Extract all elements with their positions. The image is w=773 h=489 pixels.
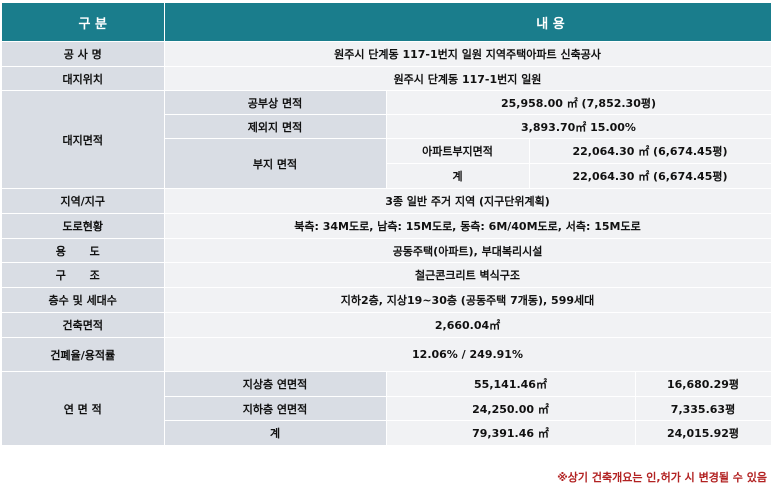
table-row: 구 조 철근콘크리트 벽식구조 xyxy=(2,262,772,288)
apt-land-label: 아파트부지면적 xyxy=(386,138,530,164)
use-label: 용 도 xyxy=(2,238,165,263)
zone-label: 지역/지구 xyxy=(2,188,165,214)
project-name-label: 공 사 명 xyxy=(2,41,165,67)
zone-value: 3종 일반 주거 지역 (지구단위계획) xyxy=(164,188,772,214)
building-area-value: 2,660.04㎡ xyxy=(164,312,772,338)
land-total-value: 22,064.30 ㎡ (6,674.45평) xyxy=(529,163,772,189)
below-ground-pyeong: 7,335.63평 xyxy=(635,396,772,421)
ratio-value: 12.06% / 249.91% xyxy=(164,337,772,372)
table-row: 연 면 적 지상층 연면적 55,141.46㎡ 16,680.29평 xyxy=(2,371,772,446)
table-row: 부지 면적 아파트부지면적 22,064.30 ㎡ (6,674.45평) xyxy=(2,138,772,189)
gross-area-label: 연 면 적 xyxy=(2,371,165,446)
table-row: 도로현황 북측: 34M도로, 남측: 15M도로, 동측: 6M/40M도로,… xyxy=(2,213,772,239)
ratio-label: 건폐율/용적률 xyxy=(2,337,165,372)
table-row: 용 도 공동주택(아파트), 부대복리시설 xyxy=(2,238,772,263)
building-area-label: 건축면적 xyxy=(2,312,165,338)
table-row: 건축면적 2,660.04㎡ xyxy=(2,312,772,338)
gross-total-pyeong: 24,015.92평 xyxy=(635,420,772,446)
above-ground-pyeong: 16,680.29평 xyxy=(635,371,772,397)
table-row: 지하층 연면적 24,250.00 ㎡ 7,335.63평 xyxy=(2,396,772,421)
project-name-value: 원주시 단계동 117-1번지 일원 지역주택아파트 신축공사 xyxy=(164,41,772,67)
apt-land-value: 22,064.30 ㎡ (6,674.45평) xyxy=(529,138,772,164)
above-ground-sqm: 55,141.46㎡ xyxy=(386,371,636,397)
roads-label: 도로현황 xyxy=(2,213,165,239)
land-total-label: 계 xyxy=(386,163,530,189)
below-ground-label: 지하층 연면적 xyxy=(164,396,387,421)
site-area-label: 대지면적 xyxy=(2,90,165,189)
table-row: 지역/지구 3종 일반 주거 지역 (지구단위계획) xyxy=(2,188,772,214)
above-ground-label: 지상층 연면적 xyxy=(164,371,387,397)
site-location-label: 대지위치 xyxy=(2,66,165,91)
project-overview-table: 구 분 내 용 공 사 명 원주시 단계동 117-1번지 일원 지역주택아파트… xyxy=(2,3,772,446)
gross-total-sqm: 79,391.46 ㎡ xyxy=(386,420,636,446)
table-row: 계 22,064.30 ㎡ (6,674.45평) xyxy=(2,163,772,189)
table-row: 공 사 명 원주시 단계동 117-1번지 일원 지역주택아파트 신축공사 xyxy=(2,41,772,67)
use-value: 공동주택(아파트), 부대복리시설 xyxy=(164,238,772,263)
public-area-value: 25,958.00 ㎡ (7,852.30평) xyxy=(386,90,772,115)
table-row: 대지위치 원주시 단계동 117-1번지 일원 xyxy=(2,66,772,91)
land-area-label: 부지 면적 xyxy=(164,138,387,189)
floors-units-label: 층수 및 세대수 xyxy=(2,287,165,313)
roads-value: 북측: 34M도로, 남측: 15M도로, 동측: 6M/40M도로, 서측: … xyxy=(164,213,772,239)
header-category: 구 분 xyxy=(2,3,165,42)
table-row: 대지면적 공부상 면적 25,958.00 ㎡ (7,852.30평) xyxy=(2,90,772,189)
excluded-area-label: 제외지 면적 xyxy=(164,114,387,139)
gross-total-label: 계 xyxy=(164,420,387,446)
public-area-label: 공부상 면적 xyxy=(164,90,387,115)
table-row: 층수 및 세대수 지하2층, 지상19~30층 (공동주택 7개동), 599세… xyxy=(2,287,772,313)
table-row: 계 79,391.46 ㎡ 24,015.92평 xyxy=(2,420,772,446)
excluded-area-value: 3,893.70㎡ 15.00% xyxy=(386,114,772,139)
header-content: 내 용 xyxy=(164,3,772,42)
structure-label: 구 조 xyxy=(2,262,165,288)
table-row: 건폐율/용적률 12.06% / 249.91% xyxy=(2,337,772,372)
footnote: ※상기 건축개요는 인,허가 시 변경될 수 있음 xyxy=(557,471,767,484)
structure-value: 철근콘크리트 벽식구조 xyxy=(164,262,772,288)
site-location-value: 원주시 단계동 117-1번지 일원 xyxy=(164,66,772,91)
table-row: 제외지 면적 3,893.70㎡ 15.00% xyxy=(2,114,772,139)
below-ground-sqm: 24,250.00 ㎡ xyxy=(386,396,636,421)
floors-units-value: 지하2층, 지상19~30층 (공동주택 7개동), 599세대 xyxy=(164,287,772,313)
